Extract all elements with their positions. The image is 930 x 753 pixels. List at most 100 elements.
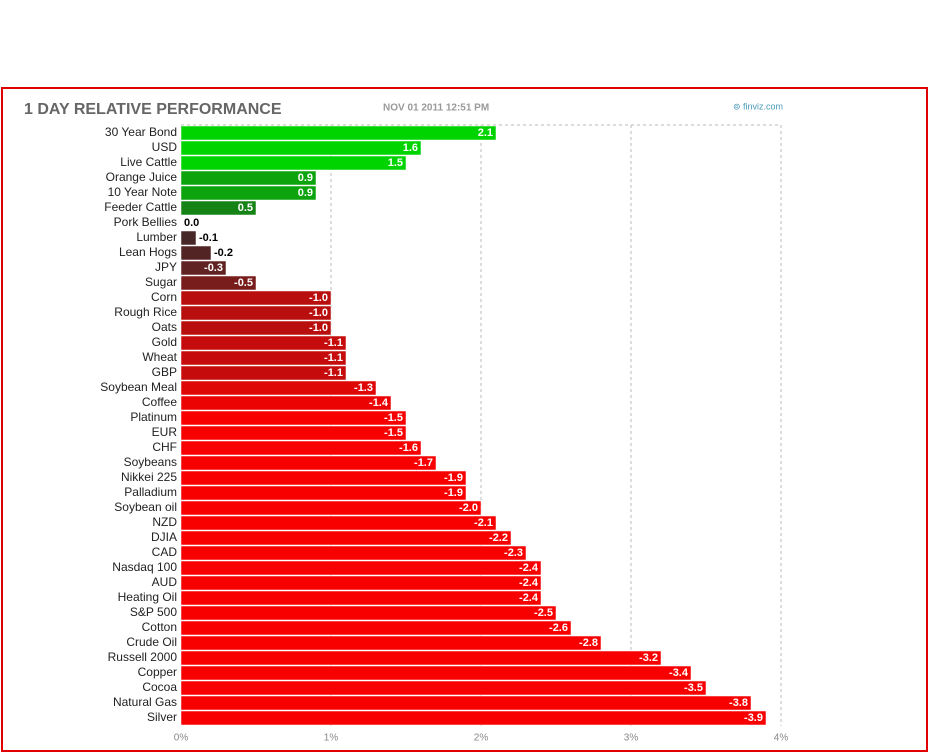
value-label: 1.5 <box>388 157 403 169</box>
y-tick-label: Live Cattle <box>120 155 177 169</box>
value-label: -2.8 <box>579 637 598 649</box>
bar <box>180 275 257 291</box>
value-label: -1.0 <box>309 322 328 334</box>
bar <box>180 575 542 591</box>
value-label: 0.0 <box>184 217 199 229</box>
value-label: -0.1 <box>199 232 218 244</box>
value-label: -2.4 <box>519 562 539 574</box>
source-icon: ⊚ <box>733 101 741 111</box>
bar <box>180 710 767 726</box>
y-tick-label: Coffee <box>142 395 177 409</box>
value-label: -1.0 <box>309 292 328 304</box>
y-tick-label: Corn <box>151 290 177 304</box>
value-label: -1.1 <box>324 337 343 349</box>
bar <box>180 200 257 216</box>
y-tick-label: Crude Oil <box>126 635 177 649</box>
bar <box>180 485 467 501</box>
y-tick-label: CAD <box>152 545 178 559</box>
y-tick-label: S&P 500 <box>130 605 177 619</box>
bar <box>180 680 707 696</box>
bar <box>180 605 557 621</box>
bar <box>180 500 482 516</box>
bar <box>180 515 497 531</box>
bar <box>180 185 317 201</box>
value-label: -1.1 <box>324 352 343 364</box>
value-label: -1.9 <box>444 487 463 499</box>
value-label: 0.9 <box>298 172 313 184</box>
bar <box>180 635 602 651</box>
value-label: -0.2 <box>214 247 233 259</box>
bar <box>180 350 347 366</box>
bar <box>180 230 197 246</box>
x-tick-label: 4% <box>774 733 789 744</box>
y-tick-label: Heating Oil <box>118 590 177 604</box>
y-tick-label: AUD <box>152 575 178 589</box>
y-tick-label: Feeder Cattle <box>104 200 177 214</box>
value-label: -2.0 <box>459 502 478 514</box>
y-tick-label: Russell 2000 <box>108 650 178 664</box>
y-tick-label: Palladium <box>124 485 177 499</box>
value-label: -0.3 <box>204 262 223 274</box>
bar <box>180 335 347 351</box>
y-tick-label: Wheat <box>142 350 177 364</box>
value-label: -1.3 <box>354 382 373 394</box>
value-label: -2.6 <box>549 622 568 634</box>
bar <box>180 170 317 186</box>
y-tick-label: Pork Bellies <box>114 215 177 229</box>
y-tick-label: NZD <box>152 515 177 529</box>
bar <box>180 155 407 171</box>
bar <box>180 395 392 411</box>
x-tick-label: 0% <box>174 733 189 744</box>
y-tick-label: Lumber <box>136 230 177 244</box>
value-label: -1.4 <box>369 397 389 409</box>
y-tick-label: Soybeans <box>124 455 177 469</box>
bar <box>180 665 692 681</box>
bar <box>180 440 422 456</box>
value-label: 2.1 <box>478 127 493 139</box>
y-tick-label: Cocoa <box>142 680 177 694</box>
value-label: -1.1 <box>324 367 343 379</box>
value-label: -2.5 <box>534 607 553 619</box>
y-tick-label: EUR <box>152 425 178 439</box>
value-label: -3.9 <box>744 712 763 724</box>
y-tick-label: GBP <box>152 365 177 379</box>
y-tick-label: JPY <box>155 260 177 274</box>
y-tick-label: CHF <box>152 440 177 454</box>
x-tick-label: 3% <box>624 733 639 744</box>
y-tick-label: Natural Gas <box>113 695 177 709</box>
value-label: -1.6 <box>399 442 418 454</box>
value-label: -1.9 <box>444 472 463 484</box>
bar <box>180 260 227 276</box>
value-label: -2.2 <box>489 532 508 544</box>
y-tick-label: 30 Year Bond <box>105 125 177 139</box>
value-label: -1.0 <box>309 307 328 319</box>
y-tick-label: Soybean oil <box>114 500 177 514</box>
bar <box>180 140 422 156</box>
y-tick-label: Silver <box>147 710 177 724</box>
y-tick-label: USD <box>152 140 178 154</box>
bar <box>180 245 212 261</box>
bar <box>180 560 542 576</box>
y-tick-label: Soybean Meal <box>100 380 177 394</box>
bar <box>180 320 332 336</box>
value-label: 0.9 <box>298 187 313 199</box>
x-tick-label: 1% <box>324 733 339 744</box>
bar <box>180 590 542 606</box>
value-label: -2.3 <box>504 547 523 559</box>
value-label: -2.4 <box>519 592 539 604</box>
value-label: -1.7 <box>414 457 433 469</box>
value-label: -3.2 <box>639 652 658 664</box>
chart-title: 1 DAY RELATIVE PERFORMANCE <box>24 101 282 118</box>
bar <box>180 125 497 141</box>
value-label: -3.8 <box>729 697 748 709</box>
bar <box>180 455 437 471</box>
bar <box>180 425 407 441</box>
y-tick-label: Copper <box>138 665 177 679</box>
bar <box>180 530 512 546</box>
value-label: -2.1 <box>474 517 493 529</box>
value-label: -3.4 <box>669 667 689 679</box>
bar <box>180 545 527 561</box>
value-label: -1.5 <box>384 427 403 439</box>
y-tick-label: Nikkei 225 <box>121 470 177 484</box>
